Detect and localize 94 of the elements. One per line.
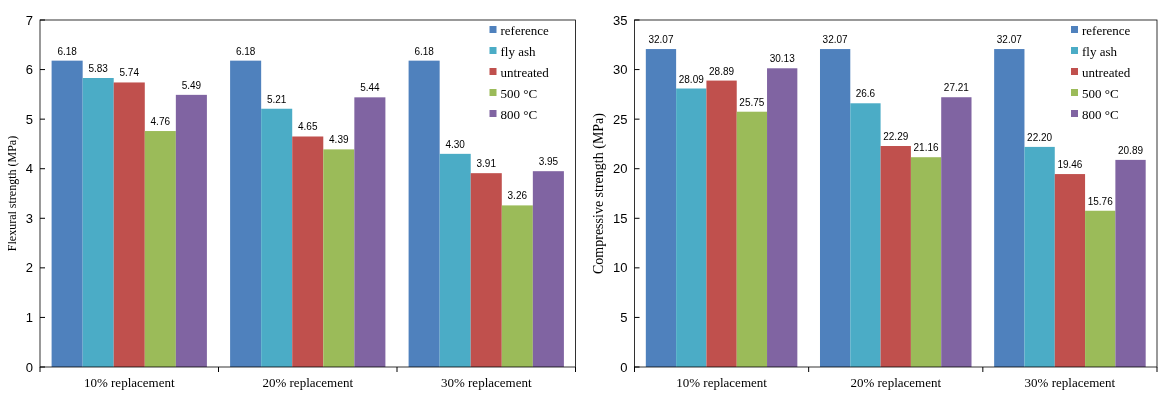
x-tick-label: 10% replacement: [83, 375, 175, 390]
legend-label: fly ash: [1082, 43, 1118, 59]
x-tick-label: 30% replacement: [440, 375, 532, 390]
legend-label: 500 °C: [1082, 85, 1119, 101]
y-tick-label: 15: [613, 210, 628, 226]
bar: [819, 49, 851, 367]
y-axis-title: Flexural strength (MPa): [5, 135, 19, 252]
bar: [941, 97, 972, 367]
bar: [994, 49, 1025, 367]
bar: [51, 60, 83, 367]
bar: [354, 97, 386, 367]
bar: [408, 60, 440, 367]
data-label: 5.74: [119, 67, 140, 79]
bar: [850, 103, 881, 367]
data-label: 15.76: [1087, 195, 1114, 207]
data-label: 3.95: [538, 156, 559, 168]
y-tick-label: 0: [620, 359, 628, 375]
data-label: 28.89: [709, 65, 735, 77]
bar: [1054, 174, 1086, 367]
y-tick-label: 2: [25, 260, 33, 276]
data-label: 4.39: [329, 134, 349, 146]
data-label: 4.30: [445, 138, 466, 150]
bar: [82, 78, 114, 367]
data-label: 5.21: [266, 93, 287, 105]
y-tick-label: 4: [25, 161, 33, 177]
bar: [175, 94, 207, 367]
bar: [230, 60, 262, 367]
bar: [292, 136, 324, 367]
data-label: 22.29: [883, 131, 909, 143]
data-label: 6.18: [57, 45, 78, 57]
legend-label: fly ash: [500, 43, 537, 59]
bar: [439, 153, 471, 367]
data-label: 4.65: [298, 121, 318, 133]
y-tick-label: 0: [25, 359, 33, 375]
bar: [910, 157, 942, 367]
bar: [880, 146, 911, 367]
bar: [261, 108, 293, 367]
data-label: 21.16: [913, 142, 939, 154]
data-label: 5.49: [181, 79, 202, 91]
y-tick-label: 3: [25, 210, 33, 226]
bar: [532, 171, 564, 367]
bar: [501, 205, 533, 367]
y-tick-label: 5: [620, 309, 628, 325]
data-label: 32.07: [822, 34, 849, 46]
x-tick-label: 30% replacement: [1024, 375, 1116, 390]
data-label: 26.6: [855, 88, 876, 100]
legend-label: reference: [1082, 22, 1131, 38]
y-tick-label: 10: [613, 260, 628, 276]
x-tick-label: 20% replacement: [850, 375, 942, 390]
legend-label: reference: [500, 22, 550, 38]
data-label: 32.07: [996, 34, 1023, 46]
data-label: 30.13: [769, 53, 796, 65]
data-label: 32.07: [648, 34, 674, 46]
bar: [767, 68, 798, 367]
bar: [1024, 146, 1055, 367]
bar: [470, 173, 502, 367]
x-tick-label: 20% replacement: [262, 375, 354, 390]
bar: [113, 82, 145, 367]
bar: [706, 80, 737, 367]
x-tick-label: 10% replacement: [676, 375, 768, 390]
y-tick-label: 20: [613, 161, 628, 177]
data-label: 6.18: [235, 45, 256, 57]
data-label: 4.76: [150, 116, 171, 128]
data-label: 5.44: [360, 82, 381, 94]
bar: [1085, 210, 1116, 367]
legend-label: untreated: [1082, 64, 1131, 80]
bar: [676, 88, 707, 367]
data-label: 22.20: [1027, 131, 1053, 143]
legend-label: 800 °C: [1082, 106, 1119, 122]
data-label: 28.09: [678, 73, 705, 85]
y-tick-label: 30: [613, 62, 628, 78]
data-label: 5.83: [88, 63, 109, 74]
legend-label: 800 °C: [500, 106, 538, 122]
bar: [645, 49, 677, 367]
data-label: 6.18: [414, 45, 435, 57]
y-tick-label: 25: [613, 111, 628, 127]
bar: [323, 149, 355, 367]
y-tick-label: 5: [25, 111, 33, 127]
y-tick-label: 1: [25, 309, 33, 325]
y-tick-label: 6: [25, 62, 33, 78]
bar: [1115, 159, 1146, 367]
legend-label: 500 °C: [500, 85, 538, 101]
bar: [736, 111, 768, 367]
y-tick-label: 35: [613, 12, 628, 28]
data-label: 3.26: [507, 190, 528, 202]
data-label: 20.89: [1118, 144, 1144, 156]
data-label: 27.21: [943, 82, 970, 94]
bar: [144, 131, 176, 367]
data-label: 25.75: [739, 96, 765, 108]
y-axis-title: Compressive strength (MPa): [590, 112, 607, 274]
y-tick-label: 7: [25, 12, 33, 28]
legend-label: untreated: [500, 64, 550, 80]
data-label: 3.91: [476, 158, 497, 170]
data-label: 19.46: [1057, 159, 1083, 171]
